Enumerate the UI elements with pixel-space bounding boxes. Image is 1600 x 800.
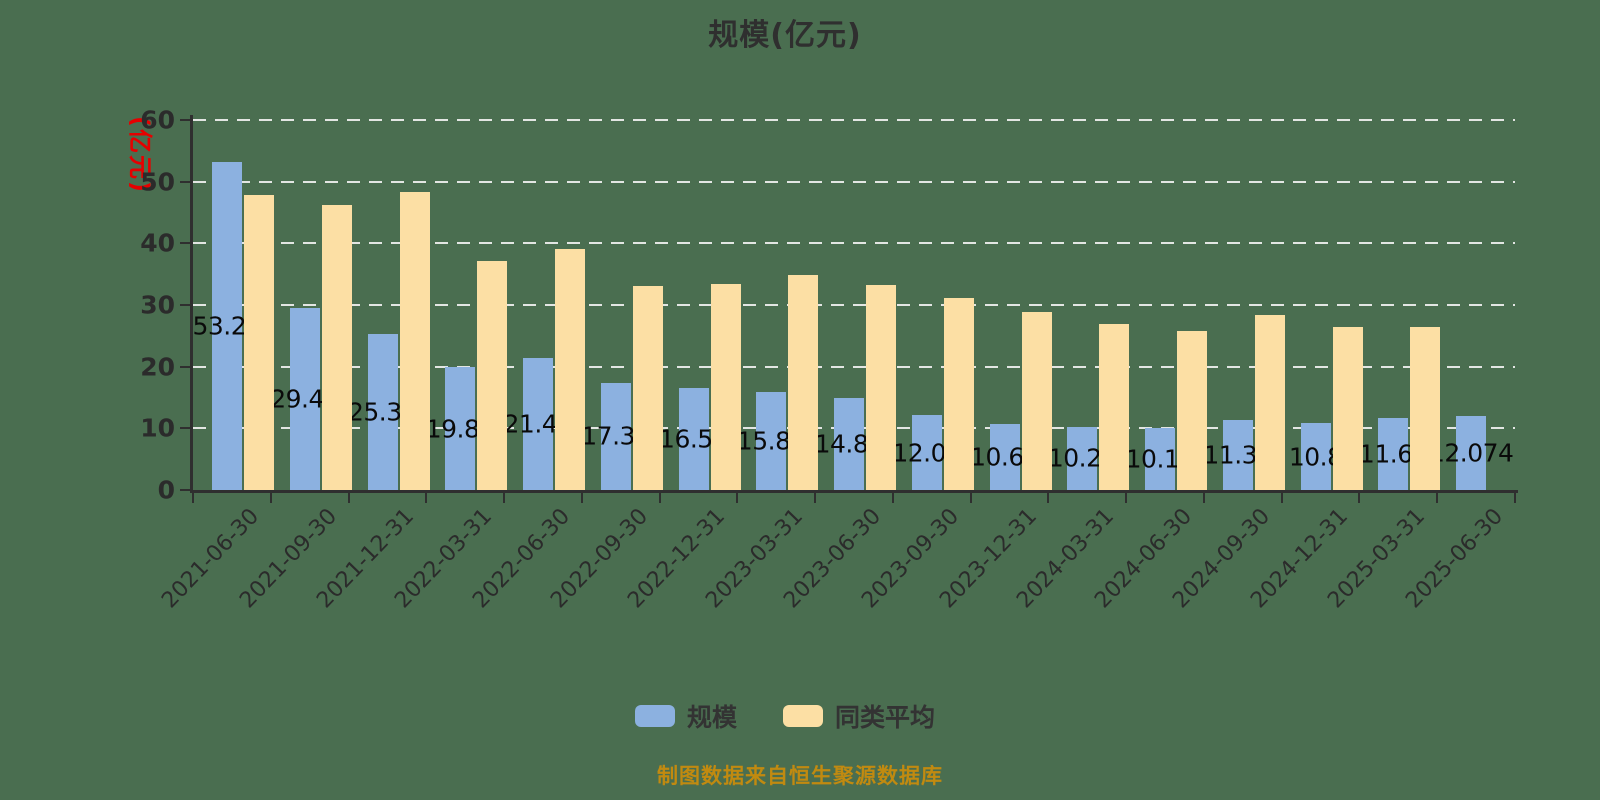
legend: 规模 同类平均 <box>0 700 1570 732</box>
grid-line <box>193 304 1515 306</box>
peer-average-bar[interactable] <box>866 285 897 490</box>
scale-bar[interactable] <box>911 415 942 490</box>
legend-swatch <box>783 705 823 727</box>
peer-average-bar[interactable] <box>632 285 663 490</box>
scale-bar[interactable] <box>1145 427 1176 490</box>
x-axis-tick <box>347 493 350 503</box>
scale-bar[interactable] <box>367 333 398 490</box>
peer-average-bar[interactable] <box>1177 330 1208 490</box>
peer-average-bar[interactable] <box>710 284 741 490</box>
y-axis-tick-label: 60 <box>140 105 175 135</box>
x-axis-tick <box>503 493 506 503</box>
x-axis-tick <box>1280 493 1283 503</box>
scale-bar[interactable] <box>523 357 554 490</box>
plot-area: 0 10 20 30 40 50 60 2021-06-30 2021-09-30 2021-12… <box>140 106 1518 613</box>
scale-bar[interactable] <box>1222 419 1253 490</box>
x-axis-tick <box>1514 493 1516 503</box>
scale-bar[interactable] <box>445 367 476 490</box>
legend-swatch <box>634 705 675 727</box>
y-axis-tick <box>180 180 190 183</box>
chart-title: 规模(亿元) <box>708 18 862 53</box>
x-axis-tick <box>1202 493 1205 503</box>
scale-bar[interactable] <box>1067 426 1098 490</box>
y-axis-tick <box>180 365 190 368</box>
y-axis-tick-label: 50 <box>140 167 175 197</box>
peer-average-bar[interactable] <box>399 192 430 490</box>
peer-average-bar[interactable] <box>788 275 819 490</box>
y-axis-tick-label: 0 <box>157 475 175 505</box>
scale-bar[interactable] <box>600 382 631 490</box>
y-axis-tick-label: 30 <box>140 290 175 320</box>
x-axis-tick <box>1358 493 1361 503</box>
scale-bar[interactable] <box>834 398 865 490</box>
scale-bar[interactable] <box>1456 415 1487 490</box>
y-axis-tick-label: 10 <box>140 413 175 443</box>
x-axis-tick <box>1125 493 1128 503</box>
peer-average-bar[interactable] <box>1021 312 1052 490</box>
scale-bar[interactable] <box>1300 423 1331 490</box>
x-axis-tick <box>192 493 194 503</box>
grid-line <box>193 365 1515 368</box>
y-axis-line <box>190 115 193 490</box>
y-axis-tick-label: 20 <box>140 352 175 382</box>
y-axis-tick <box>180 304 190 306</box>
x-axis-tick <box>425 493 428 503</box>
scale-bar[interactable] <box>678 388 709 490</box>
y-axis-tick <box>180 489 190 491</box>
peer-average-bar[interactable] <box>1332 326 1363 490</box>
grid-line <box>193 242 1515 245</box>
peer-average-bar[interactable] <box>244 194 274 490</box>
x-axis-tick <box>969 493 972 503</box>
scale-bar[interactable] <box>989 424 1020 490</box>
x-axis-line <box>190 490 1518 493</box>
scale-bar[interactable] <box>289 308 320 490</box>
x-axis-tick <box>736 493 739 503</box>
x-axis-tick <box>814 493 817 503</box>
x-axis-tick <box>658 493 661 503</box>
scale-bar[interactable] <box>756 392 787 490</box>
peer-average-bar[interactable] <box>1410 326 1441 490</box>
peer-average-bar[interactable] <box>943 298 974 490</box>
grid-line <box>193 180 1515 183</box>
legend-label: 规模 <box>686 703 737 732</box>
peer-average-bar[interactable] <box>555 248 586 490</box>
legend-item[interactable]: 同类平均 <box>783 698 935 734</box>
peer-average-bar[interactable] <box>321 205 352 490</box>
scale-bar[interactable] <box>1378 418 1409 490</box>
x-axis-tick <box>580 493 583 503</box>
grid-line <box>193 119 1515 121</box>
x-axis-tick <box>269 493 272 503</box>
bar-value-label: 12.074 <box>1428 438 1514 468</box>
peer-average-bar[interactable] <box>1099 323 1130 490</box>
peer-average-bar[interactable] <box>1254 314 1285 490</box>
legend-item[interactable]: 规模 <box>634 698 737 734</box>
y-axis-tick-label: 40 <box>140 228 175 258</box>
y-axis-tick <box>180 427 190 430</box>
x-axis-tick <box>891 493 894 503</box>
y-axis-tick <box>180 119 190 121</box>
source-note: 制图数据来自恒生聚源数据库 <box>657 764 943 788</box>
legend-label: 同类平均 <box>835 703 936 732</box>
peer-average-bar[interactable] <box>477 260 508 490</box>
x-axis-tick <box>1047 493 1050 503</box>
x-axis-tick <box>1436 493 1439 503</box>
y-axis-tick <box>180 242 190 245</box>
scale-bar[interactable] <box>212 161 242 490</box>
